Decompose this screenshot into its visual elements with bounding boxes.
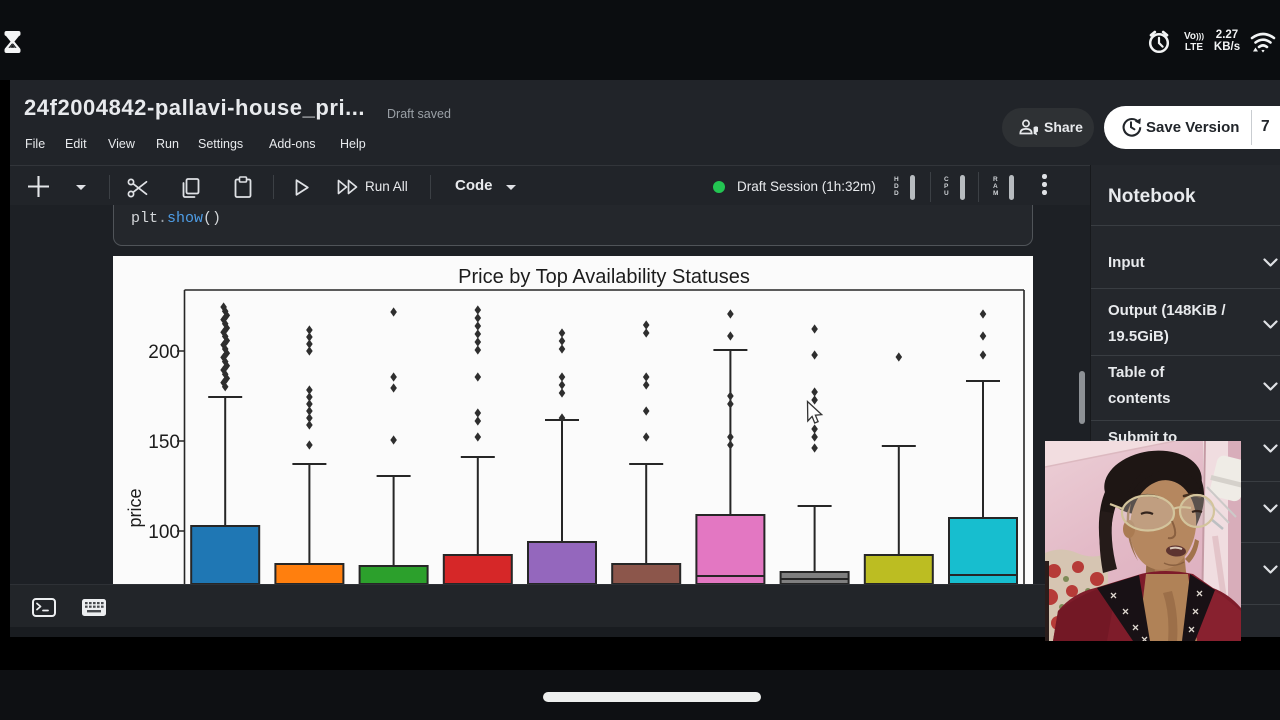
svg-text:100: 100 <box>148 522 180 543</box>
svg-text:200: 200 <box>148 342 180 363</box>
svg-text:U: U <box>944 190 949 197</box>
svg-text:H: H <box>894 176 899 183</box>
svg-text:price: price <box>125 488 145 527</box>
svg-text:M: M <box>993 190 998 197</box>
svg-text:150: 150 <box>148 432 180 453</box>
svg-text:D: D <box>894 190 899 197</box>
svg-text:P: P <box>944 183 949 190</box>
svg-text:D: D <box>894 183 899 190</box>
svg-text:A: A <box>993 183 998 190</box>
svg-text:C: C <box>944 176 949 183</box>
svg-text:Price by Top Availability Stat: Price by Top Availability Statuses <box>458 266 750 288</box>
svg-text:R: R <box>993 176 998 183</box>
